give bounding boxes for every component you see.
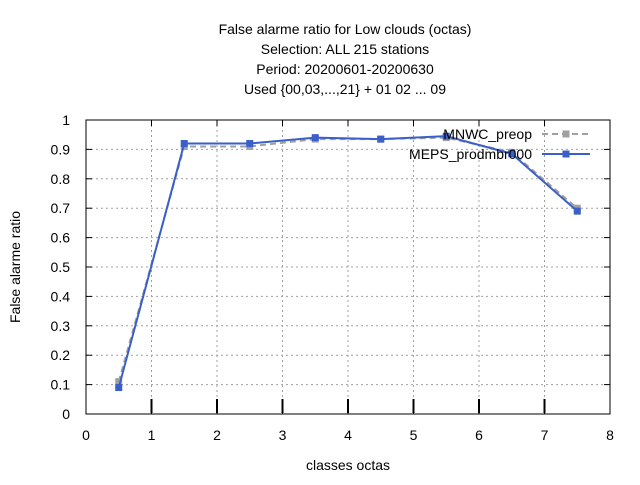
y-tick-label: 0.7 bbox=[51, 200, 71, 216]
series-point-1 bbox=[180, 140, 188, 148]
series-point-1 bbox=[311, 134, 319, 142]
y-tick-label: 0.5 bbox=[51, 259, 71, 275]
series-point-1 bbox=[246, 140, 254, 148]
grid bbox=[86, 120, 610, 414]
series-point-1 bbox=[377, 135, 385, 143]
x-tick-label: 4 bbox=[344, 427, 352, 443]
y-tick-label: 0.1 bbox=[51, 377, 71, 393]
chart-title: False alarme ratio for Low clouds (octas… bbox=[219, 21, 472, 97]
series-point-1 bbox=[115, 384, 123, 392]
series-layer bbox=[115, 132, 581, 392]
title-line: Period: 20200601-20200630 bbox=[256, 61, 434, 77]
x-tick-label: 7 bbox=[541, 427, 549, 443]
title-line: False alarme ratio for Low clouds (octas… bbox=[219, 21, 472, 37]
y-tick-label: 1 bbox=[62, 112, 70, 128]
legend: MNWC_preop MEPS_prodmbr000 bbox=[409, 126, 590, 162]
plot-frame bbox=[85, 119, 611, 415]
y-tick-label: 0.8 bbox=[51, 171, 71, 187]
axis-ticks: 0 0.1 0.2 0.3 0.4 0.5 0.6 0.7 0.8 0.9 1 0 1 2 3 4 5 6 7 8 bbox=[51, 112, 615, 443]
series-point-1 bbox=[508, 150, 516, 158]
title-line: Selection: ALL 215 stations bbox=[261, 41, 429, 57]
legend-swatch-marker bbox=[562, 130, 570, 138]
x-tick-label: 2 bbox=[213, 427, 221, 443]
x-tick-label: 8 bbox=[606, 427, 614, 443]
y-tick-label: 0 bbox=[62, 406, 70, 422]
y-tick-label: 0.2 bbox=[51, 347, 71, 363]
series-point-0 bbox=[115, 378, 123, 386]
y-axis-label: False alarme ratio bbox=[7, 211, 23, 323]
x-tick-label: 5 bbox=[410, 427, 418, 443]
y-tick-label: 0.6 bbox=[51, 230, 71, 246]
legend-swatch-marker bbox=[562, 150, 570, 158]
title-line: Used {00,03,...,21} + 01 02 ... 09 bbox=[244, 81, 446, 97]
series-point-1 bbox=[573, 207, 581, 215]
series-point-1 bbox=[442, 132, 450, 140]
y-tick-label: 0.4 bbox=[51, 288, 71, 304]
y-tick-label: 0.3 bbox=[51, 318, 71, 334]
legend-label: MEPS_prodmbr000 bbox=[409, 146, 532, 162]
x-tick-label: 6 bbox=[475, 427, 483, 443]
x-axis-label: classes octas bbox=[306, 457, 390, 473]
legend-label: MNWC_preop bbox=[443, 126, 532, 142]
series-line-1 bbox=[117, 135, 578, 388]
y-tick-label: 0.9 bbox=[51, 141, 71, 157]
x-tick-label: 1 bbox=[148, 427, 156, 443]
x-tick-label: 3 bbox=[279, 427, 287, 443]
x-tick-label: 0 bbox=[82, 427, 90, 443]
